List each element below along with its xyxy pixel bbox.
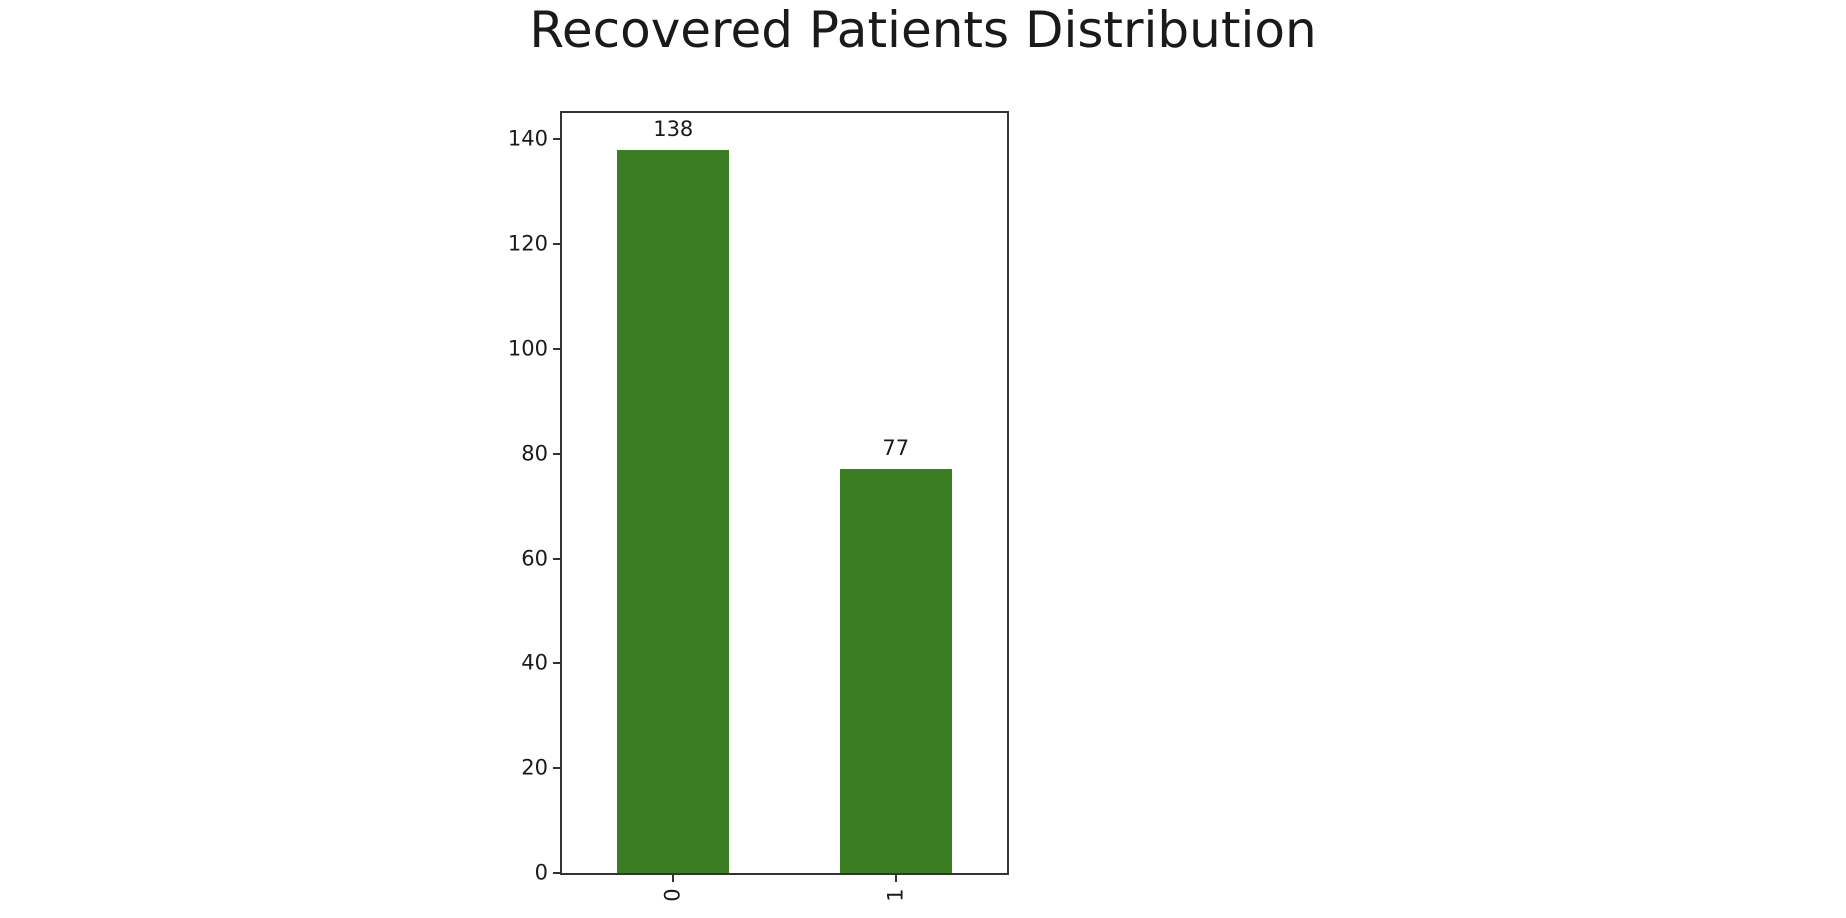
y-tick [553,243,562,246]
bar-value-label: 77 [882,436,910,461]
y-tick-label: 40 [521,650,548,675]
bar [839,469,952,873]
y-tick-label: 0 [534,860,548,885]
x-tick [894,873,897,882]
x-tick-label: 0 [660,888,685,902]
plot-area: 0 20 40 60 80 100 120 140 138 0 77 1 [508,111,1009,902]
x-tick [672,873,675,882]
y-tick [553,347,562,350]
bar [617,149,730,873]
y-tick-label: 80 [521,441,548,466]
y-tick [553,662,562,665]
y-tick [553,452,562,455]
y-tick-label: 100 [507,336,548,361]
y-tick-label: 120 [507,231,548,256]
y-tick-label: 20 [521,755,548,780]
y-tick [553,872,562,874]
y-tick-label: 60 [521,546,548,571]
y-tick [553,767,562,770]
chart-title: Recovered Patients Distribution [529,1,1317,59]
y-tick [553,138,562,141]
y-tick-label: 140 [507,126,548,151]
x-tick-label: 1 [883,888,908,902]
bar-value-label: 138 [653,116,694,141]
y-tick [553,557,562,560]
